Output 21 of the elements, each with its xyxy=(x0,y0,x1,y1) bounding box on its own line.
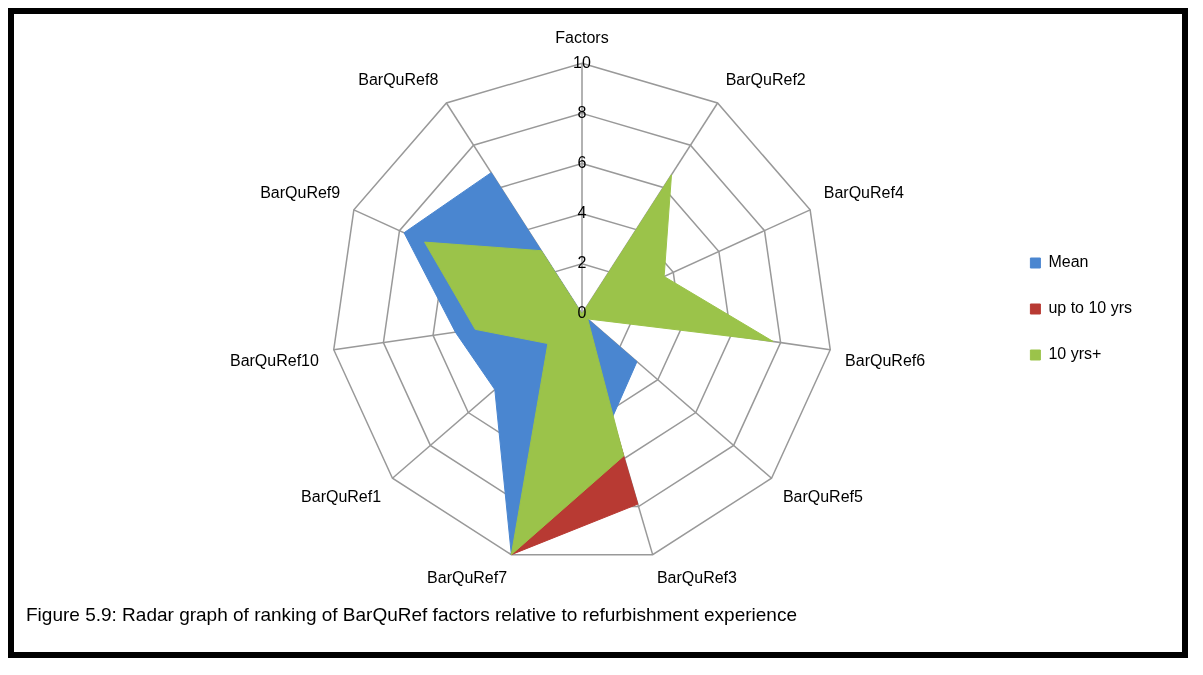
legend-label: 10 yrs+ xyxy=(1048,345,1102,363)
spoke-label: BarQuRef7 xyxy=(427,569,508,587)
y-tick-label: 4 xyxy=(577,204,587,222)
spoke-label: BarQuRef5 xyxy=(782,488,864,506)
spoke-label: BarQuRef2 xyxy=(725,71,806,89)
spoke-label: BarQuRef4 xyxy=(823,184,904,202)
y-tick-label: 0 xyxy=(577,304,587,322)
legend-label: Mean xyxy=(1048,253,1089,271)
y-tick-label: 2 xyxy=(577,254,587,272)
y-tick-label: 6 xyxy=(577,153,587,171)
spoke-label: Factors xyxy=(555,29,609,47)
spoke-label: BarQuRef9 xyxy=(260,184,341,202)
spoke-label: BarQuRef1 xyxy=(301,488,382,506)
legend-label: up to 10 yrs xyxy=(1048,299,1133,317)
y-tick-label: 8 xyxy=(577,103,587,121)
y-tick-label: 10 xyxy=(573,53,591,71)
spoke-label: BarQuRef10 xyxy=(229,351,320,369)
spoke-label: BarQuRef8 xyxy=(358,71,439,89)
spoke-label: BarQuRef3 xyxy=(656,569,738,587)
caption: Figure 5.9: Radar graph of ranking of BarQuRef factors relative to refurbishment experience xyxy=(25,604,798,626)
spoke-label: BarQuRef6 xyxy=(845,351,926,369)
